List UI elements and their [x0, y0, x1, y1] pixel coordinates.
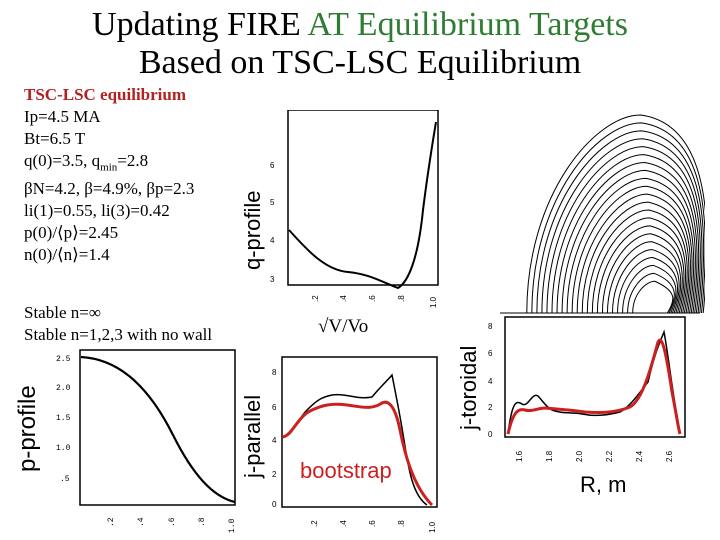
- flux-surface: [571, 185, 693, 314]
- p-ytick-0: 2.5: [56, 355, 71, 364]
- flux-surface: [622, 264, 677, 314]
- flux-surface: [576, 193, 691, 314]
- j-parallel-label: j-parallel: [240, 394, 265, 478]
- jtor-ytick-1: 6: [488, 349, 493, 358]
- jpar-xtick-0: .2: [310, 520, 319, 527]
- p-xtick-0: .2: [107, 517, 116, 527]
- parameter-list: TSC-LSC equilibrium Ip=4.5 MA Bt=6.5 T q…: [24, 84, 194, 266]
- q-xtick-1: .4: [339, 295, 348, 302]
- flux-surface: [536, 130, 705, 314]
- p-xtick-2: .6: [168, 517, 177, 527]
- q-profile-plot: 6 5 4 3 .2 .4 .6 .8 1.0: [270, 110, 439, 308]
- j-toroidal-plot: 8 6 4 2 0 1.6 1.8 2.0 2.2 2.4 2.6: [488, 316, 686, 462]
- jtor-xtick-3: 2.2: [605, 450, 614, 462]
- jpar-ytick-1: 6: [272, 403, 277, 412]
- jtor-ytick-3: 2: [488, 403, 493, 412]
- param-p0: p(0)/⟨p⟩=2.45: [24, 223, 119, 243]
- slide-title-line1: Updating FIRE AT Equilibrium Targets: [92, 6, 628, 43]
- flux-surface: [627, 272, 675, 314]
- jpar-ytick-3: 2: [272, 470, 277, 479]
- q-xtick-2: .6: [368, 295, 377, 302]
- flux-surface: [541, 138, 703, 314]
- flux-surface: [612, 249, 680, 314]
- flux-surface: [531, 122, 705, 314]
- param-n0: n(0)/⟨n⟩=1.4: [24, 245, 110, 265]
- p-ytick-4: .5: [60, 475, 70, 484]
- jpar-xtick-1: .4: [339, 520, 348, 527]
- param-beta: βN=4.2, β=4.9%, βp=2.3: [24, 179, 195, 199]
- slide-title-line2: Based on TSC-LSC Equilibrium: [138, 44, 582, 81]
- param-q: q(0)=3.5, qmin=2.8: [24, 151, 149, 174]
- jpar-ytick-2: 4: [272, 436, 277, 445]
- flux-surface: [581, 201, 690, 314]
- q-xtick-0: .2: [311, 295, 320, 302]
- bootstrap-label: bootstrap: [300, 458, 392, 483]
- flux-surface: [586, 209, 688, 314]
- q-xtick-4: 1.0: [429, 296, 438, 308]
- p-ytick-1: 2.0: [56, 384, 71, 393]
- jtor-ytick-2: 4: [488, 377, 493, 386]
- flux-surface-plot: [500, 114, 705, 314]
- q-ytick-5: 5: [270, 198, 275, 207]
- param-ip: Ip=4.5 MA: [24, 107, 101, 126]
- p-xtick-4: 1.0: [228, 518, 237, 533]
- flux-surface: [596, 225, 685, 314]
- flux-surface: [561, 169, 696, 314]
- flux-surface: [556, 161, 698, 314]
- q-xtick-3: .8: [397, 295, 406, 302]
- p-xtick-1: .4: [137, 517, 146, 527]
- stability-line1: Stable n=∞: [24, 303, 101, 322]
- flux-surface: [601, 233, 683, 314]
- q-ytick-3: 3: [270, 275, 275, 284]
- jtor-xtick-0: 1.6: [515, 450, 524, 462]
- flux-surface: [591, 217, 687, 314]
- jtor-ytick-0: 8: [488, 322, 493, 331]
- p-profile-label: p-profile: [14, 385, 41, 472]
- stability-text: Stable n=∞ Stable n=1,2,3 with no wall: [24, 302, 212, 346]
- j-toroidal-label: j-toroidal: [456, 345, 481, 430]
- params-heading: TSC-LSC equilibrium: [24, 85, 187, 104]
- flux-surface: [526, 114, 705, 314]
- q-ytick-6: 6: [270, 161, 275, 170]
- p-ytick-2: 1.5: [56, 414, 71, 423]
- jtor-xtick-1: 1.8: [545, 450, 554, 462]
- r-axis-label: R, m: [580, 472, 627, 497]
- p-xtick-3: .8: [198, 517, 207, 527]
- jtor-ytick-4: 0: [488, 430, 493, 439]
- jpar-xtick-3: .8: [397, 520, 406, 527]
- flux-surface: [617, 256, 678, 314]
- jtor-xtick-5: 2.6: [665, 450, 674, 462]
- flux-surface: [546, 146, 701, 314]
- sqrt-v-label: √V/Vo: [318, 316, 369, 337]
- q-profile-label: q-profile: [240, 190, 265, 270]
- stability-line2: Stable n=1,2,3 with no wall: [24, 325, 213, 344]
- param-bt: Bt=6.5 T: [24, 129, 86, 148]
- j-parallel-plot: 8 6 4 2 0 .2 .4 .6 .8 1.0: [272, 356, 438, 533]
- flux-surface: [606, 241, 682, 314]
- jpar-xtick-2: .6: [368, 520, 377, 527]
- jpar-ytick-0: 8: [272, 368, 277, 377]
- flux-surface: [551, 154, 700, 314]
- flux-surface: [632, 280, 674, 314]
- jtor-xtick-2: 2.0: [575, 450, 584, 462]
- p-profile-plot: 2.5 2.0 1.5 1.0 .5 .2 .4 .6 .8 1.0: [56, 349, 237, 533]
- flux-surface: [566, 177, 695, 314]
- p-ytick-3: 1.0: [56, 444, 71, 453]
- param-li: li(1)=0.55, li(3)=0.42: [24, 201, 170, 221]
- jpar-xtick-4: 1.0: [428, 521, 437, 533]
- jpar-ytick-4: 0: [272, 500, 277, 509]
- q-ytick-4: 4: [270, 236, 275, 245]
- jtor-xtick-4: 2.4: [635, 450, 644, 462]
